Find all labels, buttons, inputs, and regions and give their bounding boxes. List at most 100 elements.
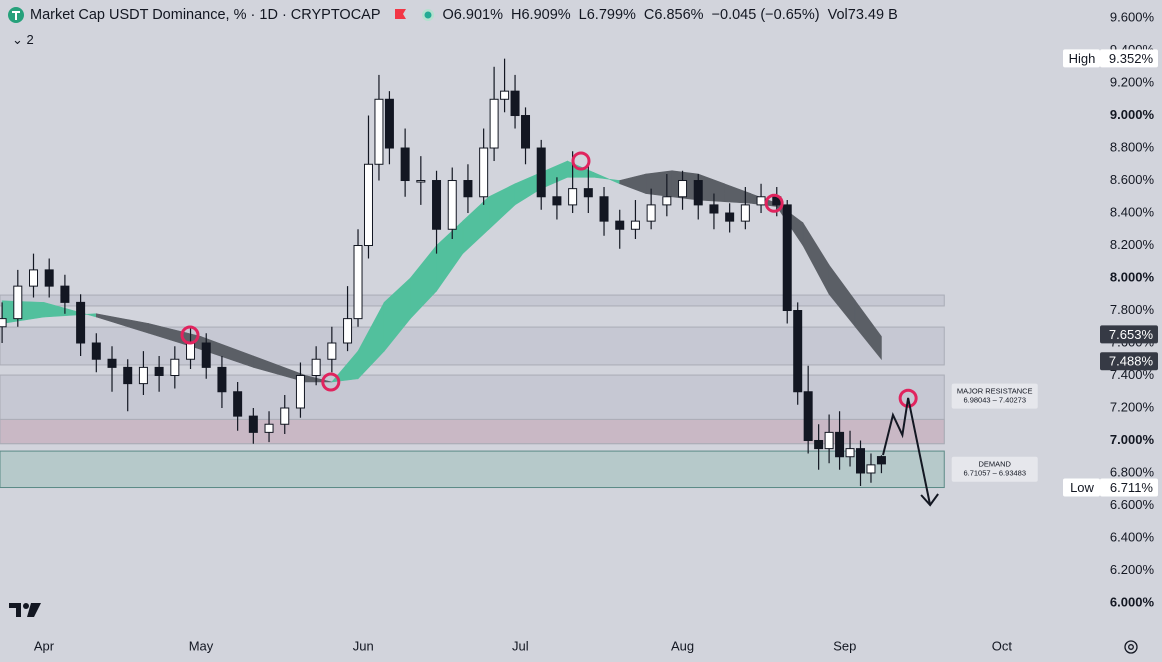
chevron: ⌄	[12, 32, 27, 47]
candle-body	[876, 456, 886, 465]
indicator-toggle[interactable]: ⌄ 2	[12, 32, 34, 48]
ohlc-item: Vol73.49 B	[827, 7, 898, 23]
indicator-count: 2	[26, 32, 34, 47]
x-tick-label: Jun	[353, 638, 374, 653]
ohlc-item: L6.799%	[578, 7, 636, 23]
candle-body	[521, 115, 531, 149]
candle-body	[44, 269, 54, 287]
zone	[0, 294, 945, 307]
candle-body	[186, 342, 196, 360]
y-tick-label: 9.200%	[1110, 74, 1155, 89]
price-label-name: High	[1069, 51, 1096, 66]
axes: 6.000% 6.200% 6.400% 6.600% 6.800% 7.000% 7.20…	[34, 0, 1162, 662]
highlight-circle	[571, 151, 591, 171]
highlight-circle	[321, 372, 341, 392]
symbol-icon	[8, 7, 24, 23]
cloud-segment	[305, 375, 332, 383]
candle-body	[536, 147, 546, 198]
candle-body	[154, 366, 164, 377]
projection-arrowhead	[920, 493, 939, 507]
y-tick-label: 7.400%	[1110, 367, 1155, 382]
candle-body	[693, 180, 703, 206]
candle-body	[845, 448, 855, 458]
cloud-segment	[828, 264, 856, 328]
y-tick-label: 8.800%	[1110, 139, 1155, 154]
candle-body	[824, 431, 834, 450]
candle-body	[416, 180, 426, 183]
y-tick-label: 6.000%	[1110, 594, 1155, 609]
price-label: 7.488%	[1109, 354, 1154, 369]
title: Market Cap USDT Dominance, % · 1D · CRYP…	[30, 7, 381, 23]
candle-body	[400, 147, 410, 182]
price-label: 9.352%	[1109, 51, 1154, 66]
cloud-segment	[854, 299, 882, 361]
cloud-segment	[593, 171, 621, 185]
candle-body	[599, 196, 609, 222]
y-tick-label: 8.000%	[1110, 269, 1155, 284]
y-tick-label: 8.400%	[1110, 204, 1155, 219]
legend-header: Market Cap USDT Dominance, % · 1D · CRYP…	[8, 5, 914, 25]
candle-body	[866, 464, 876, 474]
annotation-title: DEMAND	[978, 460, 1011, 469]
price-label: 6.711%	[1110, 480, 1154, 495]
y-tick-label: 9.000%	[1110, 107, 1155, 122]
price-label: 7.653%	[1109, 327, 1154, 342]
candle-body	[353, 245, 363, 320]
y-tick-label: 6.400%	[1110, 529, 1155, 544]
candle-body	[510, 90, 520, 117]
price-label-name: Low	[1070, 480, 1094, 495]
candle-body	[311, 358, 321, 377]
price-label-box	[1100, 352, 1158, 371]
candle-body	[447, 180, 457, 230]
candle-body	[28, 269, 38, 287]
x-tick-label: Apr	[34, 638, 55, 653]
zone	[0, 418, 945, 445]
candle-body	[678, 180, 688, 198]
y-tick-label: 7.200%	[1110, 399, 1155, 414]
candle-body	[280, 407, 290, 425]
y-tick-label: 8.200%	[1110, 237, 1155, 252]
annotation-title: MAJOR RESISTANCE	[957, 387, 1033, 396]
ohlc-item: O6.901%	[442, 7, 503, 23]
candle-body	[489, 98, 499, 149]
logo	[9, 603, 41, 617]
highlight-circle	[764, 193, 784, 213]
candle-body	[793, 310, 803, 393]
candle-body	[343, 318, 353, 344]
candle-body	[327, 342, 337, 360]
x-tick-label: May	[189, 638, 214, 653]
cloud-segment	[1, 300, 45, 324]
ohlc-item: −0.045 (−0.65%)	[711, 7, 820, 23]
candle-body	[782, 204, 792, 312]
candle-body	[248, 415, 258, 433]
annotation-box	[951, 456, 1038, 482]
candle-body	[384, 98, 394, 149]
flag-icon[interactable]	[393, 8, 407, 22]
candle-body	[295, 375, 305, 409]
y-tick-label: 6.800%	[1110, 464, 1155, 479]
zone	[0, 450, 945, 489]
candle-body	[374, 98, 384, 165]
candle-body	[740, 204, 750, 222]
candle-body	[630, 220, 640, 230]
price-label-name-box	[1063, 478, 1100, 497]
candle-body	[856, 448, 866, 474]
candle-body	[201, 342, 211, 368]
y-tick-label: 7.000%	[1110, 432, 1155, 447]
price-label-box	[1100, 478, 1158, 497]
zone	[0, 326, 945, 366]
projection-path	[882, 397, 932, 506]
cloud-segment	[410, 244, 437, 320]
annotation-box	[951, 383, 1038, 409]
y-tick-label: 9.600%	[1110, 9, 1155, 24]
x-tick-label: Sep	[833, 638, 856, 653]
candle-body	[615, 220, 625, 230]
candle-body	[170, 358, 180, 377]
cloud-segment	[436, 220, 464, 292]
status-dot	[421, 9, 434, 21]
price-label-box	[1100, 325, 1158, 344]
candle-body	[432, 180, 442, 230]
candle-body	[264, 423, 274, 433]
settings-icon[interactable]	[1124, 640, 1138, 654]
